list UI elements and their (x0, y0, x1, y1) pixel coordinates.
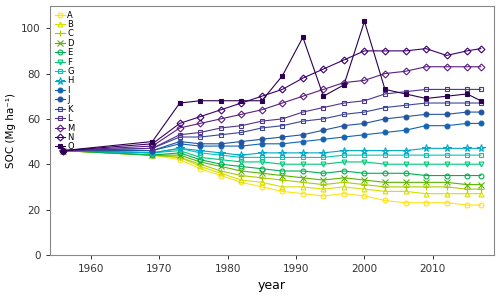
Legend: A, B, C, D, E, F, G, H, I, J, K, L, M, N, O: A, B, C, D, E, F, G, H, I, J, K, L, M, N… (54, 10, 76, 152)
X-axis label: year: year (258, 280, 286, 292)
Y-axis label: SOC (Mg ha⁻¹): SOC (Mg ha⁻¹) (6, 93, 16, 168)
